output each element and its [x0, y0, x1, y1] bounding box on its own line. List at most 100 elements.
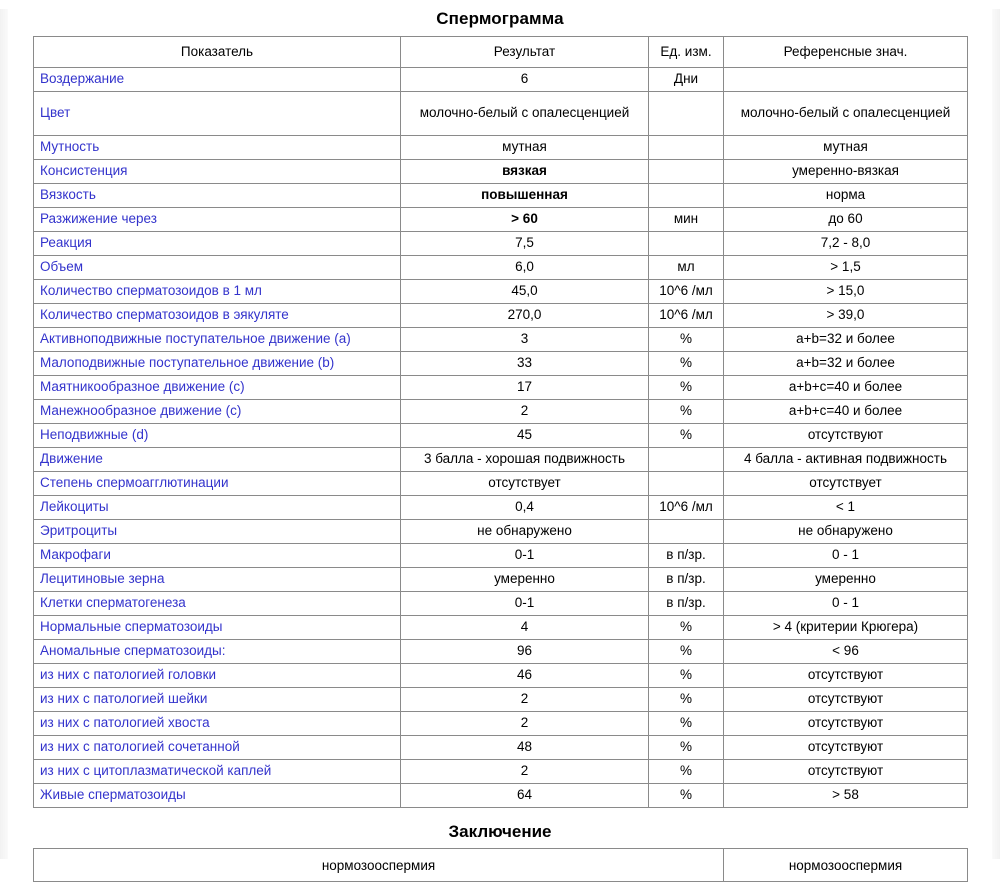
table-row: Макрофаги 0-1 в п/зр. 0 - 1	[33, 543, 968, 568]
cell-result: 2	[400, 687, 649, 712]
cell-reference: молочно-белый с опалесценцией	[723, 91, 968, 136]
cell-indicator: Живые сперматозоиды	[33, 783, 401, 808]
cell-indicator: Неподвижные (d)	[33, 423, 401, 448]
cell-result: 45	[400, 423, 649, 448]
cell-indicator: из них с патологией шейки	[33, 687, 401, 712]
cell-indicator: Макрофаги	[33, 543, 401, 568]
cell-indicator: из них с патологией хвоста	[33, 711, 401, 736]
report-sheet: Спермограмма Показатель Результат Ед. из…	[0, 9, 1000, 882]
cell-indicator: Цвет	[33, 91, 401, 136]
cell-unit: %	[648, 783, 724, 808]
cell-indicator: Эритроциты	[33, 519, 401, 544]
table-row: Воздержание 6 Дни	[33, 67, 968, 92]
cell-reference: отсутствуют	[723, 759, 968, 784]
table-row: Количество сперматозоидов в 1 мл 45,0 10^6…	[33, 279, 968, 304]
cell-indicator: Количество сперматозоидов в эякуляте	[33, 303, 401, 328]
cell-unit: 10^6 /мл	[648, 495, 724, 520]
cell-result: 2	[400, 711, 649, 736]
cell-indicator: Вязкость	[33, 183, 401, 208]
cell-indicator: Малоподвижные поступательное движение (b…	[33, 351, 401, 376]
table-row: Малоподвижные поступательное движение (b…	[33, 351, 968, 376]
cell-indicator: Нормальные сперматозоиды	[33, 615, 401, 640]
cell-result: 64	[400, 783, 649, 808]
table-row: Объем 6,0 мл > 1,5	[33, 255, 968, 280]
cell-result: 17	[400, 375, 649, 400]
table-row: Активноподвижные поступательное движение…	[33, 327, 968, 352]
cell-unit: %	[648, 711, 724, 736]
cell-unit: 10^6 /мл	[648, 279, 724, 304]
cell-reference: отсутствуют	[723, 687, 968, 712]
cell-indicator: из них с патологией головки	[33, 663, 401, 688]
cell-reference	[723, 67, 968, 92]
cell-unit: %	[648, 615, 724, 640]
table-row: Разжижение через > 60 мин до 60	[33, 207, 968, 232]
spermogram-table: Показатель Результат Ед. изм. Референсны…	[33, 36, 968, 808]
cell-unit: %	[648, 375, 724, 400]
conclusion-table: нормозооспермия нормозооспермия	[33, 848, 968, 882]
table-body: Воздержание 6 Дни Цвет молочно-белый с опале…	[33, 67, 968, 808]
table-row: Маятникообразное движение (c) 17% a+b+c=40…	[33, 375, 968, 400]
cell-reference: отсутствуют	[723, 423, 968, 448]
table-row: Нормальные сперматозоиды 4% > 4 (критерии …	[33, 615, 968, 640]
cell-indicator: Клетки сперматогенеза	[33, 591, 401, 616]
cell-reference: отсутствуют	[723, 735, 968, 760]
cell-result: 96	[400, 639, 649, 664]
cell-reference: умеренно-вязкая	[723, 159, 968, 184]
table-row: из них с патологией головки 46% отсутствую…	[33, 663, 968, 688]
cell-indicator: Лецитиновые зерна	[33, 567, 401, 592]
cell-indicator: Движение	[33, 447, 401, 472]
page-edge-left	[0, 9, 8, 859]
cell-unit: %	[648, 735, 724, 760]
page-edge-right	[992, 9, 1000, 859]
cell-reference: > 39,0	[723, 303, 968, 328]
table-row: из них с цитоплазматической каплей 2% отсу…	[33, 759, 968, 784]
table-row: из них с патологией сочетанной 48% отсутст…	[33, 735, 968, 760]
cell-result: 2	[400, 399, 649, 424]
cell-unit: %	[648, 663, 724, 688]
table-row: Живые сперматозоиды 64% > 58	[33, 783, 968, 808]
cell-unit: в п/зр.	[648, 591, 724, 616]
cell-unit	[648, 471, 724, 496]
cell-reference: отсутствуют	[723, 711, 968, 736]
cell-result: вязкая	[400, 159, 649, 184]
cell-reference: 4 балла - активная подвижность	[723, 447, 968, 472]
table-row: Движение 3 балла - хорошая подвижность 4 б…	[33, 447, 968, 472]
cell-result: 2	[400, 759, 649, 784]
cell-reference: < 96	[723, 639, 968, 664]
cell-unit: 10^6 /мл	[648, 303, 724, 328]
column-header-unit: Ед. изм.	[648, 36, 724, 68]
cell-unit: мл	[648, 255, 724, 280]
cell-unit	[648, 519, 724, 544]
cell-reference: > 58	[723, 783, 968, 808]
cell-indicator: Количество сперматозоидов в 1 мл	[33, 279, 401, 304]
table-header-row: Показатель Результат Ед. изм. Референсны…	[33, 36, 968, 68]
table-row: Манежнообразное движение (c) 2% a+b+c=40 и…	[33, 399, 968, 424]
cell-indicator: Аномальные сперматозоиды:	[33, 639, 401, 664]
cell-reference: > 1,5	[723, 255, 968, 280]
cell-result: 45,0	[400, 279, 649, 304]
cell-indicator: Манежнообразное движение (c)	[33, 399, 401, 424]
cell-unit	[648, 231, 724, 256]
cell-unit: Дни	[648, 67, 724, 92]
cell-reference: отсутствует	[723, 471, 968, 496]
cell-reference: > 4 (критерии Крюгера)	[723, 615, 968, 640]
cell-result: 0,4	[400, 495, 649, 520]
cell-unit	[648, 183, 724, 208]
table-row: Степень спермоагглютинации отсутствует отс…	[33, 471, 968, 496]
cell-reference: 0 - 1	[723, 591, 968, 616]
cell-unit: %	[648, 399, 724, 424]
column-header-indicator: Показатель	[33, 36, 401, 68]
cell-unit	[648, 135, 724, 160]
cell-reference: a+b=32 и более	[723, 327, 968, 352]
cell-indicator: из них с патологией сочетанной	[33, 735, 401, 760]
cell-result: молочно-белый с опалесценцией	[400, 91, 649, 136]
table-row: Аномальные сперматозоиды: 96% < 96	[33, 639, 968, 664]
table-row: из них с патологией шейки 2% отсутствуют	[33, 687, 968, 712]
cell-reference: норма	[723, 183, 968, 208]
cell-unit: %	[648, 351, 724, 376]
cell-result: 48	[400, 735, 649, 760]
cell-result: 6	[400, 67, 649, 92]
table-row: Вязкость повышенная норма	[33, 183, 968, 208]
cell-result: не обнаружено	[400, 519, 649, 544]
cell-reference: мутная	[723, 135, 968, 160]
